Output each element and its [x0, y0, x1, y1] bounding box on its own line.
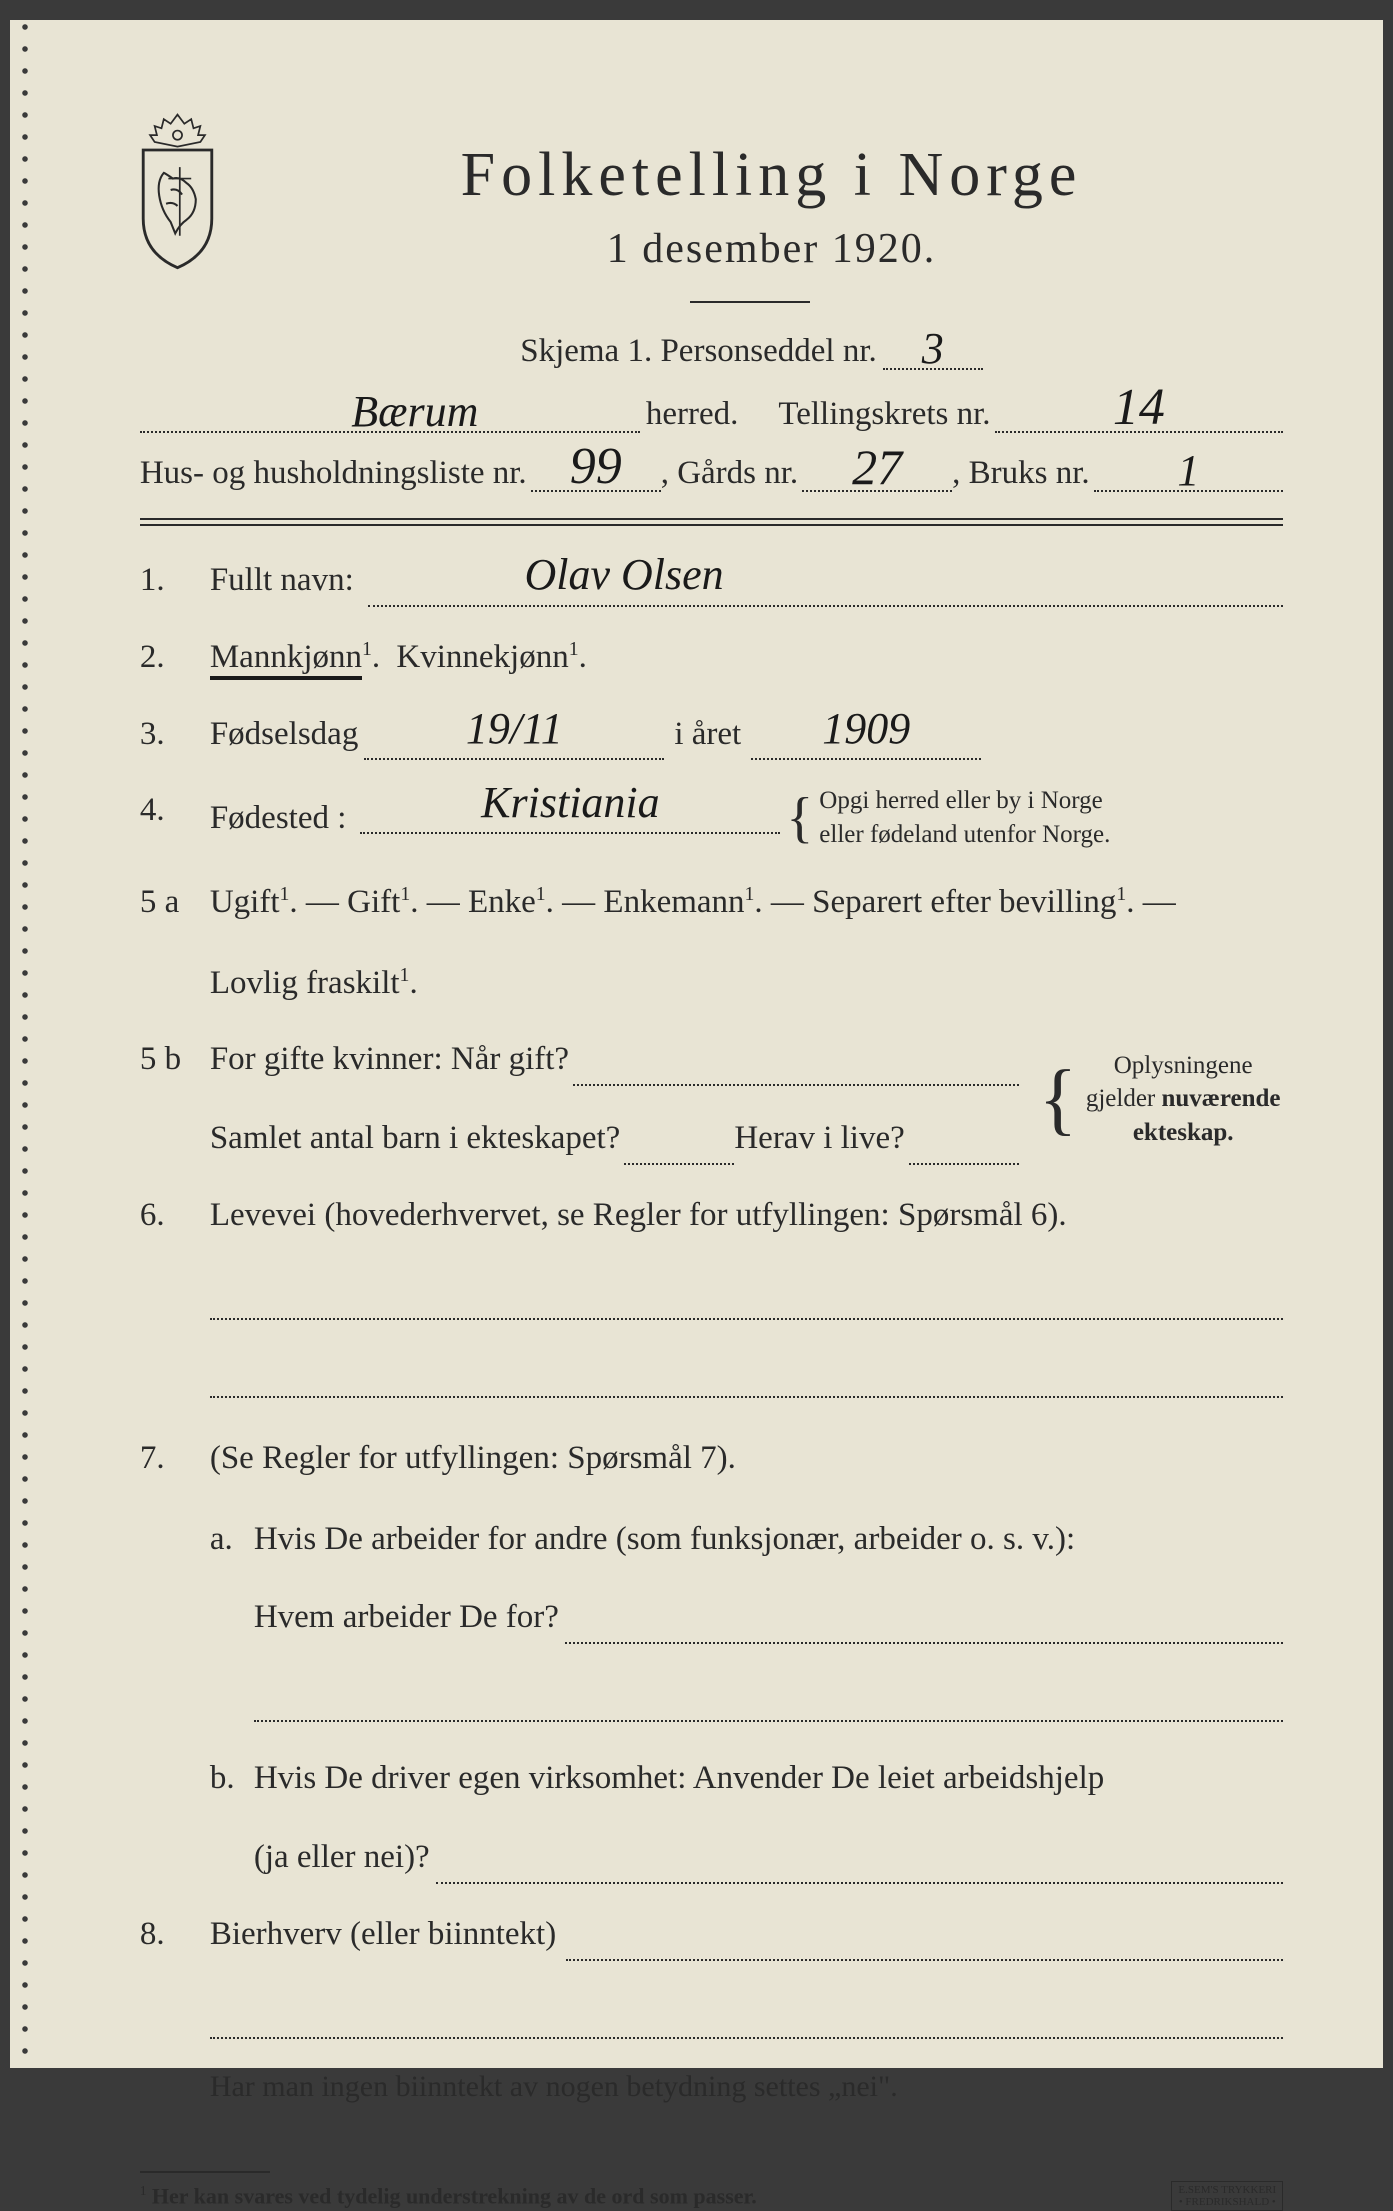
q7a-letter: a. [210, 1513, 254, 1723]
q2-kvinne: Kvinnekjønn [396, 639, 568, 675]
q1-value: Olav Olsen [524, 540, 723, 610]
printer-mark: E.SEM'S TRYKKERI • FREDRIKSHALD • [1171, 2181, 1283, 2211]
q6-row: 6. Levevei (hovederhvervet, se Regler fo… [140, 1189, 1283, 1398]
title-divider [690, 301, 810, 303]
tellingskrets-value: 14 [1113, 378, 1165, 437]
q2-row: 2. Mannkjønn1. Kvinnekjønn1. [140, 631, 1283, 684]
husliste-line: Hus- og husholdningsliste nr. 99 , Gårds… [140, 455, 1283, 492]
footnote-rule [140, 2171, 270, 2173]
brace-icon: { [1039, 1071, 1077, 1127]
hus-nr-value: 99 [570, 437, 622, 496]
q8-label: Bierhverv (eller biinntekt) [210, 1908, 556, 1961]
q4-num: 4. [140, 784, 210, 837]
norway-coat-of-arms-icon [120, 110, 235, 270]
q4-value: Kristiania [481, 768, 660, 838]
brace-icon: { [786, 799, 813, 838]
perforated-edge [18, 20, 32, 2068]
form-subtitle: 1 desember 1920. [260, 225, 1283, 273]
q3-label: Fødselsdag [210, 708, 359, 761]
q3-day-value: 19/11 [466, 694, 563, 764]
personseddel-value: 3 [922, 323, 944, 374]
q3-num: 3. [140, 708, 210, 761]
q2-num: 2. [140, 631, 210, 684]
header-divider [140, 518, 1283, 526]
q6-num: 6. [140, 1189, 210, 1242]
q3-row: 3. Fødselsdag 19/11 i året 1909 [140, 708, 1283, 761]
q6-label: Levevei (hovederhvervet, se Regler for u… [210, 1197, 1067, 1233]
q5b-row: 5 b For gifte kvinner: Når gift? Samlet … [140, 1033, 1283, 1165]
form-title: Folketelling i Norge [260, 140, 1283, 211]
question-list: 1. Fullt navn: Olav Olsen 2. Mannkjønn1.… [140, 554, 1283, 2111]
footnote-text: Her kan svares ved tydelig understreknin… [152, 2183, 757, 2208]
q8-note: Har man ingen biinntekt av nogen betydni… [210, 2063, 1283, 2111]
gards-nr-value: 27 [852, 438, 902, 496]
form-header: Folketelling i Norge 1 desember 1920. [140, 140, 1283, 303]
herred-value: Bærum [351, 386, 478, 437]
footnote: 1 Her kan svares ved tydelig understrekn… [140, 2181, 1283, 2211]
census-form-page: Folketelling i Norge 1 desember 1920. Sk… [10, 20, 1383, 2068]
q5a-row: 5 a Ugift1. — Gift1. — Enke1. — Enkemann… [140, 876, 1283, 1010]
q6-blank-2 [210, 1358, 1283, 1398]
q6-blank-1 [210, 1280, 1283, 1320]
q8-row: 8. Bierhverv (eller biinntekt) Har man i… [140, 1908, 1283, 2111]
q7-num: 7. [140, 1432, 210, 1485]
gards-label: , Gårds nr. [661, 455, 798, 492]
q3-year-value: 1909 [822, 694, 910, 764]
q7-label: (Se Regler for utfyllingen: Spørsmål 7). [210, 1440, 736, 1476]
q3-year-label: i året [674, 708, 741, 761]
q4-note: Opgi herred eller by i Norge eller fødel… [819, 784, 1110, 852]
q7-row: 7. (Se Regler for utfyllingen: Spørsmål … [140, 1432, 1283, 1884]
q1-row: 1. Fullt navn: Olav Olsen [140, 554, 1283, 607]
q2-mann: Mannkjønn [210, 639, 362, 680]
skjema-line: Skjema 1. Personseddel nr. 3 [220, 333, 1283, 370]
q4-label: Fødested : [210, 792, 347, 845]
tellingskrets-label: Tellingskrets nr. [778, 396, 990, 433]
q5a-num: 5 a [140, 876, 210, 929]
q5b-num: 5 b [140, 1033, 210, 1086]
q1-label: Fullt navn: [210, 554, 354, 607]
bruks-label: , Bruks nr. [952, 455, 1090, 492]
q8-num: 8. [140, 1908, 210, 1961]
q7b-letter: b. [210, 1752, 254, 1884]
bruks-nr-value: 1 [1177, 445, 1199, 496]
husliste-label: Hus- og husholdningsliste nr. [140, 455, 527, 492]
skjema-label: Skjema 1. Personseddel nr. [520, 333, 877, 370]
q1-num: 1. [140, 554, 210, 607]
herred-label: herred. [646, 396, 739, 433]
q5b-note: Oplysningene gjelder nuværende ekteskap. [1083, 1049, 1283, 1150]
herred-line: Bærum herred. Tellingskrets nr. 14 [140, 396, 1283, 433]
q4-row: 4. Fødested : Kristiania { Opgi herred e… [140, 784, 1283, 852]
